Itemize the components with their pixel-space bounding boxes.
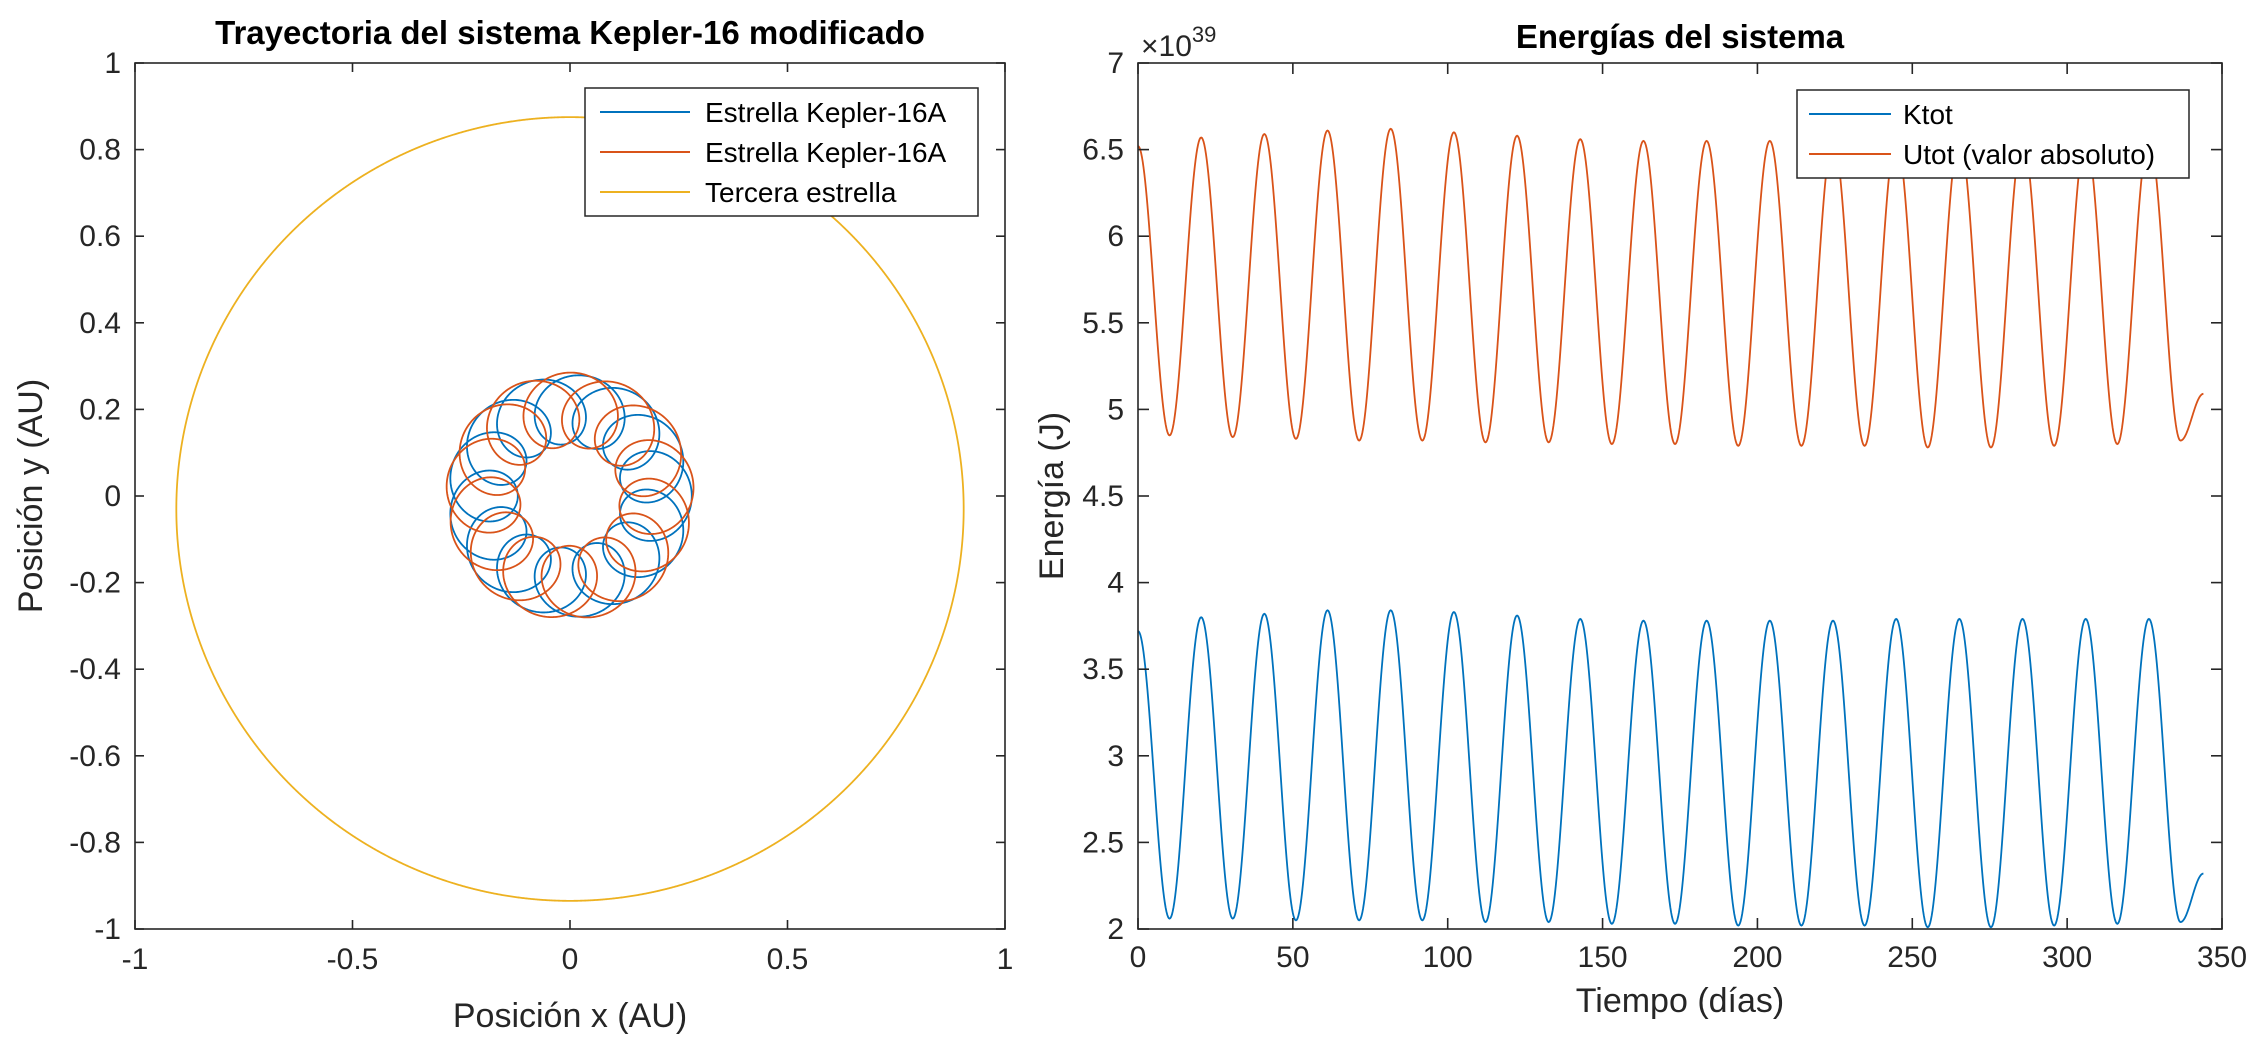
trajectory-y-tick-label: 0.6 xyxy=(79,220,121,253)
energy-series-layer xyxy=(1137,127,2204,929)
trajectory-chart: Trayectoria del sistema Kepler-16 modifi… xyxy=(12,14,1013,1035)
energy-y-tick-label: 6.5 xyxy=(1082,134,1124,167)
energy-series-line-1 xyxy=(1137,609,2204,929)
energy-chart-title: Energías del sistema xyxy=(1516,18,1845,55)
trajectory-x-axis-label: Posición x (AU) xyxy=(453,997,687,1035)
energy-legend-label: Ktot xyxy=(1903,99,1953,130)
energy-x-tick-label: 300 xyxy=(2042,941,2092,974)
trajectory-x-tick-label: -0.5 xyxy=(327,943,379,976)
energy-y-tick-label: 7 xyxy=(1107,47,1124,80)
energy-y-ticks: 2 2.5 3 3.5 4 4.5 5 5.5 6 6.5 7 xyxy=(1082,47,2222,946)
energy-x-tick-label: 150 xyxy=(1578,941,1628,974)
trajectory-y-tick-label: -0.4 xyxy=(69,653,121,686)
energy-series-line-2 xyxy=(1137,127,2204,449)
trajectory-y-ticks: -1 -0.8 -0.6 -0.4 -0.2 0 0.2 0.4 0.6 0.8 1 xyxy=(69,47,1005,946)
trajectory-y-tick-label: -0.2 xyxy=(69,567,121,600)
trajectory-y-axis-label: Posición y (AU) xyxy=(12,379,50,613)
energy-y-axis-label: Energía (J) xyxy=(1033,412,1071,580)
trajectory-legend-label: Estrella Kepler-16A xyxy=(705,97,947,128)
trajectory-legend: Estrella Kepler-16A Estrella Kepler-16A Te… xyxy=(584,87,979,217)
energy-y-exponent: ×1039 xyxy=(1141,22,1216,63)
trajectory-x-tick-label: 0.5 xyxy=(767,943,809,976)
energy-y-tick-label: 5.5 xyxy=(1082,307,1124,340)
trajectory-x-ticks: -1 -0.5 0 0.5 1 xyxy=(122,63,1014,976)
energy-x-ticks: 0 50 100 150 200 250 300 350 xyxy=(1130,63,2247,974)
energy-x-axis-label: Tiempo (días) xyxy=(1576,982,1784,1020)
trajectory-y-tick-label: 0.2 xyxy=(79,393,121,426)
trajectory-series-line-2 xyxy=(445,371,695,619)
energy-y-tick-label: 3 xyxy=(1107,740,1124,773)
trajectory-y-tick-label: -0.8 xyxy=(69,826,121,859)
energy-plot-area xyxy=(1138,63,2222,929)
energy-y-tick-label: 4 xyxy=(1107,567,1124,600)
energy-y-exponent-power: 39 xyxy=(1192,22,1216,47)
energy-y-tick-label: 2.5 xyxy=(1082,826,1124,859)
trajectory-series-line-1 xyxy=(449,374,693,618)
energy-y-tick-label: 6 xyxy=(1107,220,1124,253)
energy-legend-label: Utot (valor absoluto) xyxy=(1903,139,2155,170)
trajectory-y-tick-label: 0.8 xyxy=(79,134,121,167)
energy-x-tick-label: 200 xyxy=(1732,941,1782,974)
trajectory-x-tick-label: 0 xyxy=(562,943,579,976)
energy-legend-box xyxy=(1796,89,2190,179)
energy-x-tick-label: 0 xyxy=(1130,941,1147,974)
trajectory-x-tick-label: -1 xyxy=(122,943,149,976)
energy-chart: Energías del sistema ×1039 0 50 100 150 200 2… xyxy=(1033,18,2247,1020)
energy-x-tick-label: 50 xyxy=(1276,941,1309,974)
trajectory-y-tick-label: -1 xyxy=(94,913,121,946)
energy-y-exponent-base: ×10 xyxy=(1141,30,1192,63)
energy-y-tick-label: 2 xyxy=(1107,913,1124,946)
energy-x-tick-label: 350 xyxy=(2197,941,2247,974)
trajectory-chart-title: Trayectoria del sistema Kepler-16 modifi… xyxy=(215,14,925,51)
trajectory-legend-label: Estrella Kepler-16A xyxy=(705,137,947,168)
trajectory-legend-label: Tercera estrella xyxy=(705,177,897,208)
trajectory-y-tick-label: 1 xyxy=(104,47,121,80)
energy-y-tick-label: 5 xyxy=(1107,393,1124,426)
trajectory-x-tick-label: 1 xyxy=(997,943,1014,976)
trajectory-y-tick-label: -0.6 xyxy=(69,740,121,773)
energy-y-tick-label: 3.5 xyxy=(1082,653,1124,686)
trajectory-y-tick-label: 0 xyxy=(104,480,121,513)
trajectory-y-tick-label: 0.4 xyxy=(79,307,121,340)
energy-x-tick-label: 250 xyxy=(1887,941,1937,974)
energy-y-tick-label: 4.5 xyxy=(1082,480,1124,513)
energy-x-tick-label: 100 xyxy=(1423,941,1473,974)
energy-legend: Ktot Utot (valor absoluto) xyxy=(1796,89,2190,179)
